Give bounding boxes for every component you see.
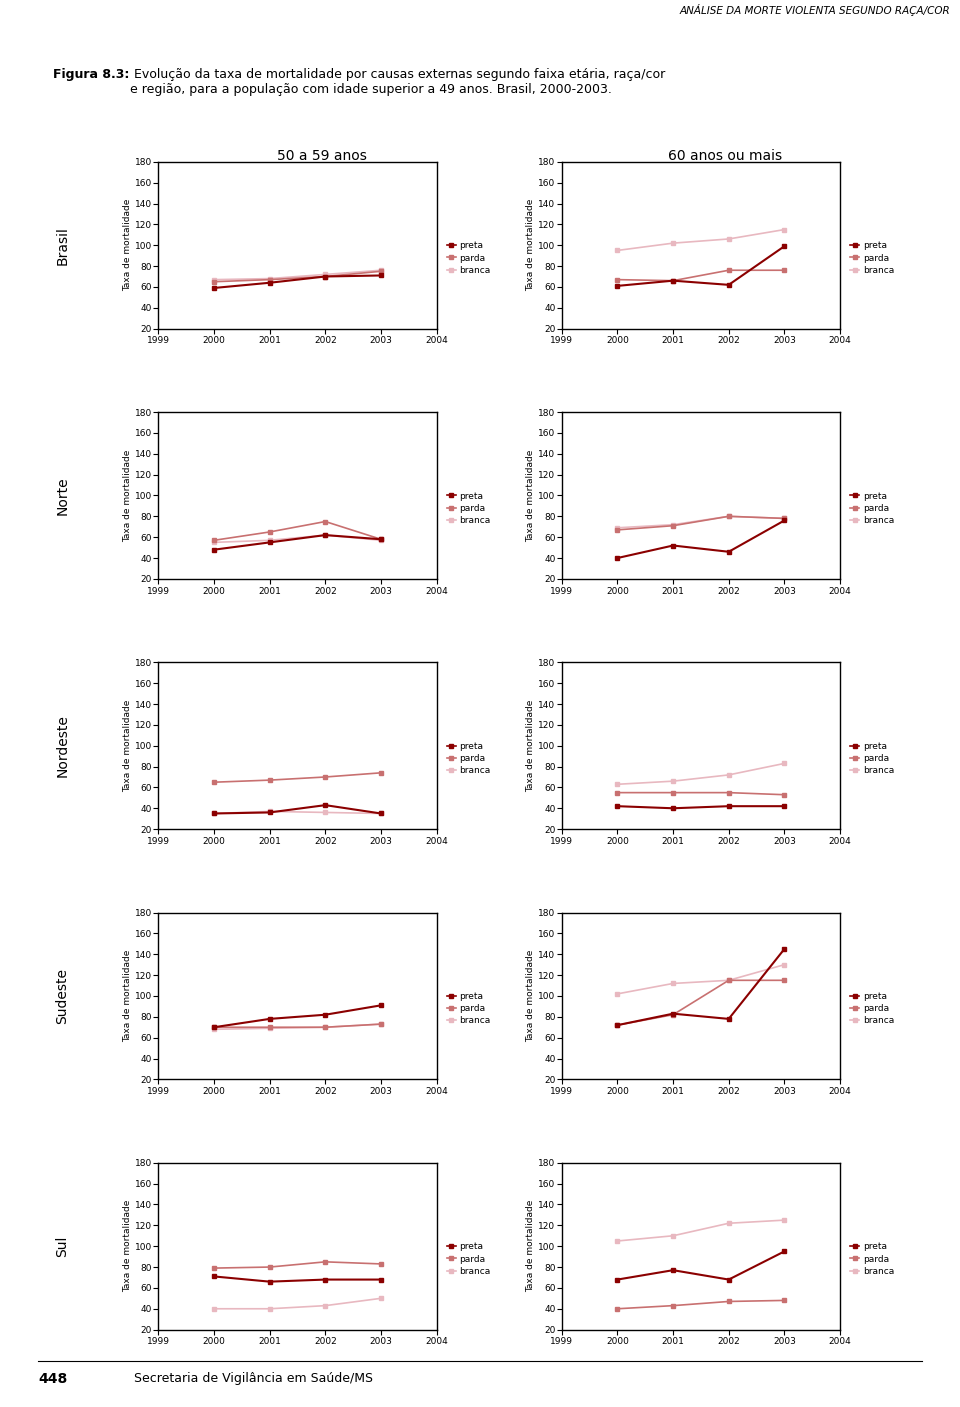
Legend: preta, parda, branca: preta, parda, branca [446,242,491,274]
Legend: preta, parda, branca: preta, parda, branca [446,741,491,775]
Text: Sudeste: Sudeste [56,968,69,1024]
Y-axis label: Taxa de mortalidade: Taxa de mortalidade [123,699,132,792]
Y-axis label: Taxa de mortalidade: Taxa de mortalidade [526,198,536,291]
Text: 50 a 59 anos: 50 a 59 anos [276,149,367,163]
Y-axis label: Taxa de mortalidade: Taxa de mortalidade [526,699,536,792]
Y-axis label: Taxa de mortalidade: Taxa de mortalidade [123,449,132,542]
Y-axis label: Taxa de mortalidade: Taxa de mortalidade [526,1200,536,1293]
Y-axis label: Taxa de mortalidade: Taxa de mortalidade [123,950,132,1043]
Legend: preta, parda, branca: preta, parda, branca [850,1242,894,1276]
Legend: preta, parda, branca: preta, parda, branca [446,1242,491,1276]
Legend: preta, parda, branca: preta, parda, branca [850,491,894,525]
Text: Sul: Sul [56,1235,69,1256]
Text: ANÁLISE DA MORTE VIOLENTA SEGUNDO RAÇA/COR: ANÁLISE DA MORTE VIOLENTA SEGUNDO RAÇA/C… [680,3,950,15]
Y-axis label: Taxa de mortalidade: Taxa de mortalidade [526,950,536,1043]
Legend: preta, parda, branca: preta, parda, branca [850,242,894,274]
Text: Secretaria de Vigilância em Saúde/MS: Secretaria de Vigilância em Saúde/MS [134,1372,373,1384]
Text: Norte: Norte [56,476,69,515]
Legend: preta, parda, branca: preta, parda, branca [446,992,491,1026]
Text: Brasil: Brasil [56,225,69,265]
Legend: preta, parda, branca: preta, parda, branca [850,741,894,775]
Y-axis label: Taxa de mortalidade: Taxa de mortalidade [526,449,536,542]
Text: Evolução da taxa de mortalidade por causas externas segundo faixa etária, raça/c: Evolução da taxa de mortalidade por caus… [130,68,665,96]
Text: 60 anos ou mais: 60 anos ou mais [668,149,781,163]
Y-axis label: Taxa de mortalidade: Taxa de mortalidade [123,1200,132,1293]
Legend: preta, parda, branca: preta, parda, branca [850,992,894,1026]
Text: Nordeste: Nordeste [56,715,69,777]
Text: 448: 448 [38,1372,67,1386]
Y-axis label: Taxa de mortalidade: Taxa de mortalidade [123,198,132,291]
Text: Figura 8.3:: Figura 8.3: [53,68,130,80]
Legend: preta, parda, branca: preta, parda, branca [446,491,491,525]
